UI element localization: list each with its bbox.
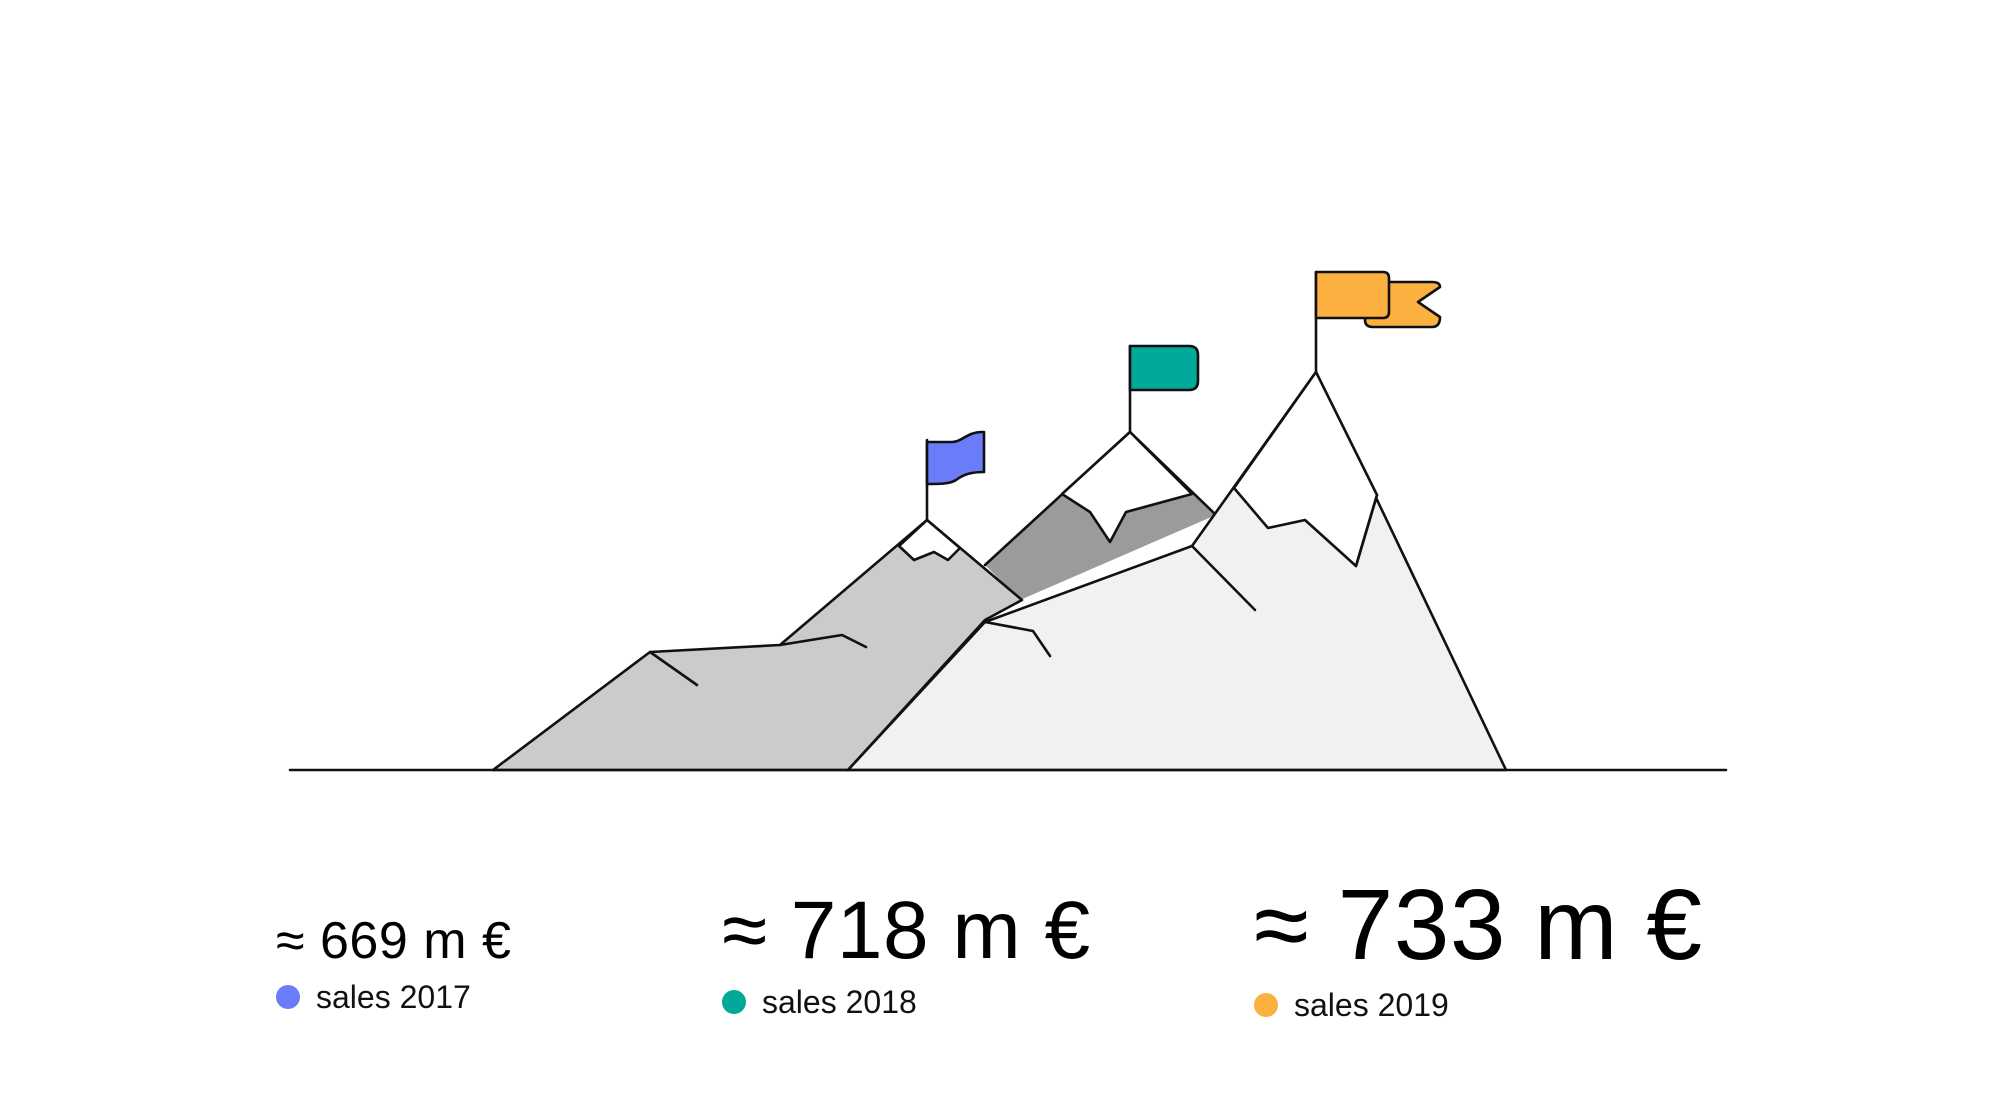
- stat-2018: ≈ 718 m € sales 2018: [722, 890, 1091, 1018]
- legend-entry-2018: sales 2018: [722, 986, 1091, 1018]
- value-label-2017: ≈ 669 m €: [276, 912, 512, 970]
- category-label-2017: sales 2017: [316, 979, 471, 1015]
- value-label-2019: ≈ 733 m €: [1254, 869, 1703, 981]
- stat-2017: ≈ 669 m € sales 2017: [276, 915, 511, 1013]
- flag-2017: [925, 430, 986, 486]
- flag-2019: [1314, 270, 1391, 320]
- value-label-2018: ≈ 718 m €: [722, 885, 1091, 976]
- mountain-2018-snowcap: [1060, 430, 1194, 544]
- flag-2018: [1128, 344, 1200, 392]
- stat-2019: ≈ 733 m € sales 2019: [1254, 875, 1703, 1021]
- category-label-2018: sales 2018: [762, 984, 917, 1020]
- ridge-detail: [648, 650, 699, 687]
- legend-entry-2019: sales 2019: [1254, 989, 1703, 1021]
- ridge-detail: [983, 620, 1052, 658]
- legend-dot-2019: [1254, 993, 1278, 1017]
- ridge-detail: [1190, 544, 1257, 612]
- legend-entry-2017: sales 2017: [276, 981, 511, 1013]
- category-label-2019: sales 2019: [1294, 987, 1449, 1023]
- legend-dot-2018: [722, 990, 746, 1014]
- mountain-2017-snowcap: [897, 518, 962, 562]
- legend-dot-2017: [276, 985, 300, 1009]
- ridge-detail: [778, 633, 868, 649]
- ridge-detail: [1354, 493, 1379, 568]
